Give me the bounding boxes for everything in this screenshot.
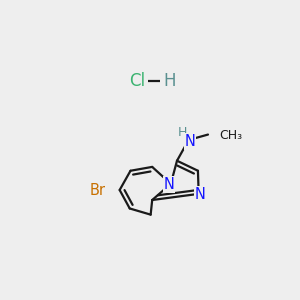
- Text: N: N: [164, 177, 175, 192]
- Text: H: H: [178, 126, 187, 139]
- Text: N: N: [195, 187, 206, 202]
- Text: N: N: [185, 134, 196, 149]
- Text: Br: Br: [90, 183, 106, 198]
- Text: Cl: Cl: [129, 72, 145, 90]
- Text: H: H: [163, 72, 175, 90]
- Text: CH₃: CH₃: [219, 129, 242, 142]
